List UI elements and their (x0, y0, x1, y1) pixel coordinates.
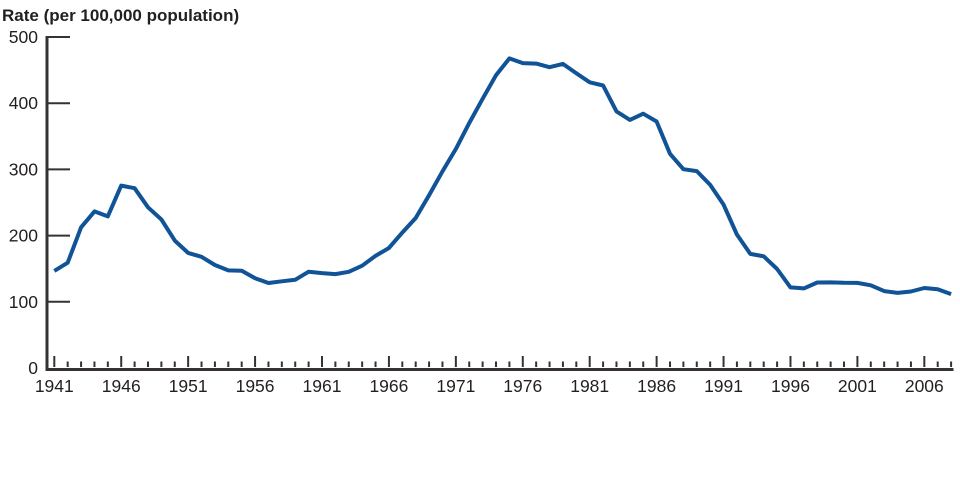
x-axis-label: 1986 (637, 376, 676, 396)
x-axis-label: 1981 (570, 376, 609, 396)
y-axis-label: 0 (28, 358, 38, 378)
y-axis-label: 200 (9, 226, 38, 246)
x-axis-label: 1946 (102, 376, 141, 396)
data-line-group (53, 56, 952, 296)
x-axis-label: 1996 (771, 376, 810, 396)
x-axis-label: 1951 (169, 376, 208, 396)
chart-title: Rate (per 100,000 population) (2, 6, 239, 25)
x-axis-label: 2001 (838, 376, 877, 396)
x-axis-label: 2006 (905, 376, 944, 396)
axes (45, 36, 954, 371)
y-axis-label: 300 (9, 159, 38, 179)
x-axis-label: 1976 (503, 376, 542, 396)
x-axis-label: 1971 (436, 376, 475, 396)
y-axis-label: 500 (9, 27, 38, 47)
x-axis-label: 1961 (303, 376, 342, 396)
x-axis-label: 1941 (35, 376, 74, 396)
data-line (53, 56, 952, 296)
y-axis-label: 400 (9, 93, 38, 113)
x-axis-label: 1966 (369, 376, 408, 396)
x-axis-label: 1956 (236, 376, 275, 396)
x-axis-label: 1991 (704, 376, 743, 396)
y-axis-label: 100 (9, 292, 38, 312)
axis-labels: 0 100 200 300 400 500 1941 1946 1951 1956 1961 1966… (9, 27, 944, 396)
